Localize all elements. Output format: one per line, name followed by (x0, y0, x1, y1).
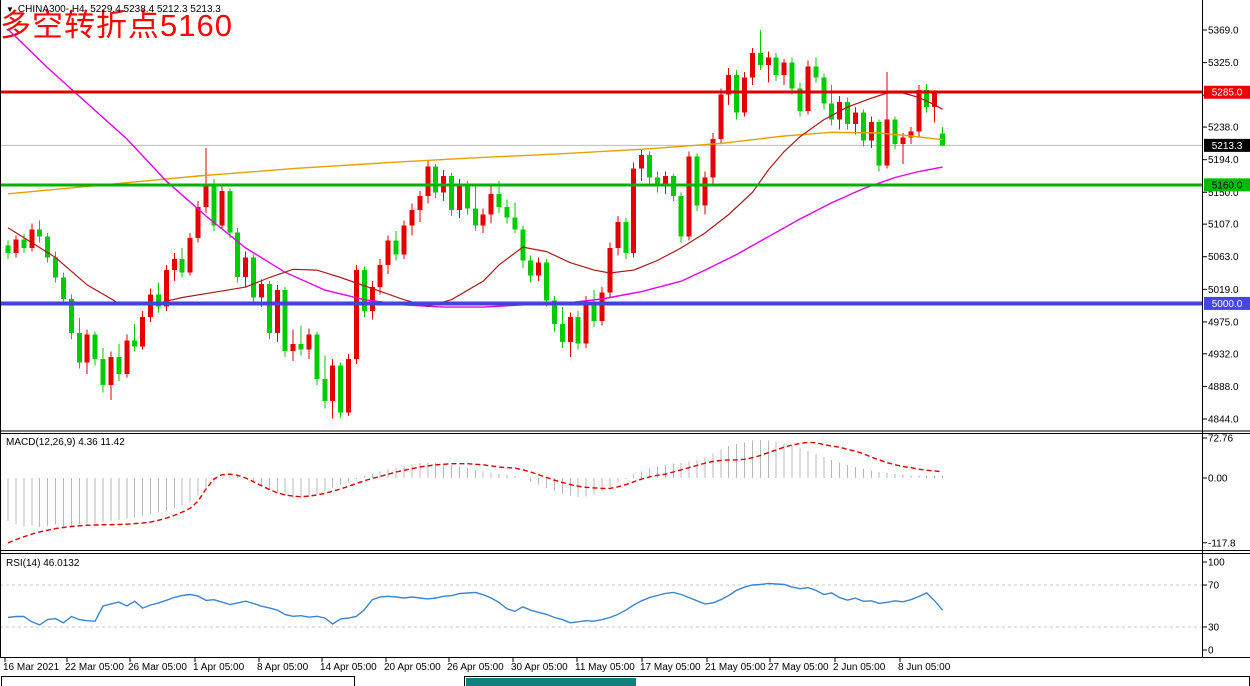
chart-annotation-text: 多空转折点5160 (0, 8, 233, 43)
svg-text:5063.0: 5063.0 (1208, 252, 1239, 263)
svg-text:5325.0: 5325.0 (1208, 58, 1239, 69)
rsi-pane[interactable] (0, 582, 1202, 628)
symbol-header: ▼ CHINA300-,H4 5229.4 5238.4 5212.3 5213.… (6, 4, 221, 15)
svg-text:30: 30 (1208, 623, 1220, 634)
rsi-indicator-label: RSI(14) 46.0132 (6, 558, 80, 569)
svg-text:4932.0: 4932.0 (1208, 349, 1239, 360)
svg-text:2 Jun 05:00: 2 Jun 05:00 (833, 662, 886, 673)
svg-text:5160.0: 5160.0 (1212, 180, 1243, 191)
svg-text:5019.0: 5019.0 (1208, 285, 1239, 296)
svg-text:4975.0: 4975.0 (1208, 317, 1239, 328)
svg-text:100: 100 (1208, 558, 1225, 569)
ohlc-readout: 5229.4 5238.4 5212.3 5213.3 (90, 4, 221, 15)
svg-text:8 Apr 05:00: 8 Apr 05:00 (257, 662, 309, 673)
svg-text:22 Mar 05:00: 22 Mar 05:00 (65, 662, 124, 673)
svg-text:27 May 05:00: 27 May 05:00 (768, 662, 829, 673)
svg-text:16 Mar 2021: 16 Mar 2021 (3, 662, 60, 673)
svg-text:5000.0: 5000.0 (1212, 299, 1243, 310)
rsi-line (7, 582, 944, 626)
macd-signal-line (7, 441, 943, 544)
svg-text:5150.0: 5150.0 (1208, 188, 1239, 199)
svg-text:4888.0: 4888.0 (1208, 382, 1239, 393)
svg-text:5194.0: 5194.0 (1208, 155, 1239, 166)
svg-text:1 Apr 05:00: 1 Apr 05:00 (193, 662, 245, 673)
svg-text:70: 70 (1208, 581, 1220, 592)
svg-text:0: 0 (1208, 646, 1214, 657)
svg-text:20 Apr 05:00: 20 Apr 05:00 (384, 662, 441, 673)
macd-axis: 72.76 0.00 -117.8 (1203, 434, 1236, 549)
macd-histogram-group (7, 440, 944, 527)
svg-text:26 Apr 05:00: 26 Apr 05:00 (447, 662, 504, 673)
bottom-strip[interactable] (1, 676, 1250, 686)
svg-text:5107.0: 5107.0 (1208, 220, 1239, 231)
svg-text:0.00: 0.00 (1208, 474, 1228, 485)
rsi-levels-group (0, 584, 1202, 628)
svg-text:30 Apr 05:00: 30 Apr 05:00 (511, 662, 568, 673)
svg-text:14 Apr 05:00: 14 Apr 05:00 (320, 662, 377, 673)
svg-text:5238.0: 5238.0 (1208, 123, 1239, 134)
svg-text:72.76: 72.76 (1208, 434, 1233, 445)
svg-text:17 May 05:00: 17 May 05:00 (640, 662, 701, 673)
svg-text:5285.0: 5285.0 (1212, 88, 1243, 99)
svg-text:11 May 05:00: 11 May 05:00 (575, 662, 635, 673)
moving-averages-group (7, 28, 943, 308)
horizontal-lines-group[interactable] (0, 90, 1202, 306)
time-axis[interactable]: 16 Mar 2021 22 Mar 05:00 26 Mar 05:00 1 Apr… (3, 658, 951, 673)
rsi-axis: 100 70 30 0 (1203, 558, 1225, 657)
svg-text:5213.3: 5213.3 (1212, 141, 1243, 152)
candles-group (5, 30, 946, 419)
symbol-title: CHINA300-,H4 (17, 4, 85, 15)
svg-text:26 Mar 05:00: 26 Mar 05:00 (128, 662, 187, 673)
symbol-dropdown-icon: ▼ (6, 5, 14, 14)
macd-indicator-label: MACD(12,26,9) 4.36 11.42 (6, 437, 125, 448)
pane-borders (0, 0, 1250, 658)
svg-text:21 May 05:00: 21 May 05:00 (705, 662, 766, 673)
svg-text:4844.0: 4844.0 (1208, 415, 1239, 426)
svg-text:8 Jun 05:00: 8 Jun 05:00 (898, 662, 951, 673)
price-axis[interactable]: 5369.05325.05281.05238.05194.05150.05107… (1203, 26, 1239, 426)
svg-text:5369.0: 5369.0 (1208, 26, 1239, 37)
axis-badges: 5285.0 5213.3 5160.0 5000.0 (1204, 85, 1250, 310)
macd-pane[interactable] (7, 440, 944, 544)
svg-text:-117.8: -117.8 (1208, 538, 1236, 549)
price-pane[interactable] (0, 28, 1202, 419)
